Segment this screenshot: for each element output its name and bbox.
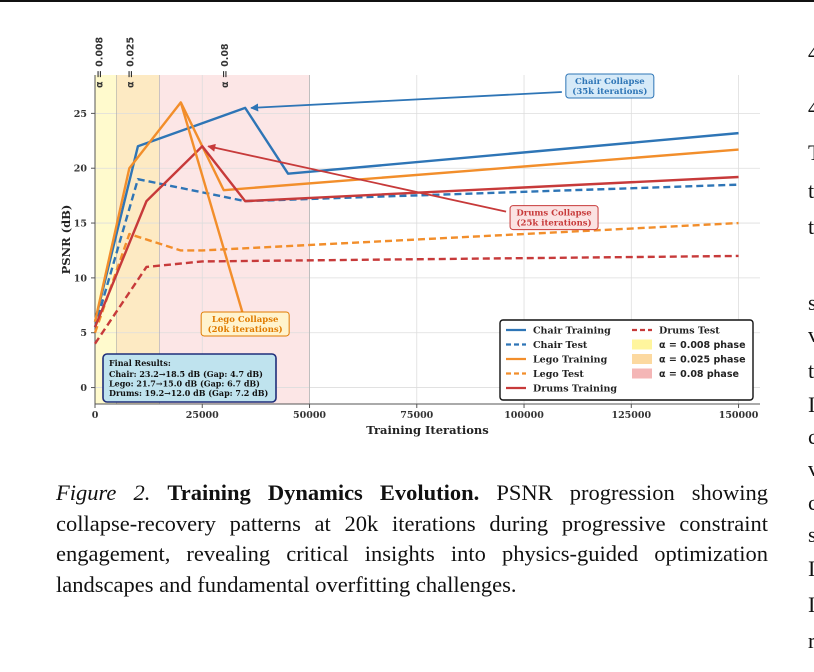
right-column-glyph: v — [808, 456, 814, 481]
caption-text: PSNR progression showing collapse-recove… — [56, 480, 769, 597]
annotation-text: Drums Collapse — [516, 209, 592, 219]
annotation-text: (20k iterations) — [208, 324, 283, 335]
right-column-glyph: c — [808, 490, 814, 515]
y-tick-label: 15 — [74, 219, 87, 230]
caption-title: Training Dynamics Evolution. — [167, 480, 480, 505]
legend-swatch — [632, 368, 652, 379]
right-column-glyph: t — [808, 214, 814, 239]
annotation-arrow — [207, 143, 507, 213]
series-chair-training — [93, 106, 739, 323]
top-rule — [0, 0, 814, 2]
results-title: Final Results: — [109, 358, 171, 368]
right-column-glyph: I — [808, 556, 814, 581]
series-lego-test — [93, 221, 739, 334]
annotation-text: (35k iterations) — [572, 86, 647, 97]
right-column-glyph: r — [808, 628, 814, 653]
legend-label: Drums Training — [533, 384, 617, 395]
phase-band — [116, 75, 160, 404]
lego-collapse-drop-line — [179, 102, 247, 323]
annotation-text: Lego Collapse — [212, 315, 279, 325]
x-tick-label: 100000 — [504, 410, 544, 421]
series-drums-test — [94, 254, 739, 345]
right-column-glyph: I — [808, 392, 814, 417]
right-column-glyph: 4 — [808, 40, 814, 65]
x-tick-label: 150000 — [719, 410, 759, 421]
right-column-glyph: t — [808, 178, 814, 203]
series-drums-training — [93, 145, 739, 328]
y-axis-label: PSNR (dB) — [59, 205, 73, 275]
legend-label: α = 0.08 phase — [659, 369, 739, 380]
x-tick-label: 75000 — [400, 410, 433, 421]
legend-label: Chair Test — [533, 340, 588, 351]
annotation-text: Chair Collapse — [575, 77, 645, 87]
x-tick-label: 125000 — [611, 410, 651, 421]
legend-label: α = 0.008 phase — [659, 340, 746, 351]
right-column-glyph: I — [808, 592, 814, 617]
x-tick-label: 50000 — [293, 410, 326, 421]
results-line: Lego: 21.7→15.0 dB (Gap: 6.7 dB) — [109, 379, 260, 389]
legend-label: α = 0.025 phase — [659, 355, 746, 366]
results-line: Chair: 23.2→18.5 dB (Gap: 4.7 dB) — [109, 369, 263, 379]
legend-label: Drums Test — [659, 326, 720, 337]
right-column-glyph: s — [808, 522, 814, 547]
psnr-line-chart: α = 0.008 α = 0.025 α = 0.08 0 25000 50000 750… — [59, 36, 760, 437]
y-tick-label: 25 — [74, 109, 87, 120]
legend-label: Chair Training — [533, 326, 611, 337]
y-tick-label: 20 — [74, 164, 88, 175]
right-column-glyph: t — [808, 358, 814, 383]
right-column-cutoff-text: 44TttsvtIcvcsIIr — [806, 0, 814, 672]
annotation-box — [200, 311, 290, 337]
phase-label: α = 0.08 — [220, 43, 231, 88]
results-line: Drums: 19.2→12.0 dB (Gap: 7.2 dB) — [109, 388, 268, 398]
right-column-glyph: v — [808, 322, 814, 347]
phase-label: α = 0.025 — [126, 37, 137, 88]
right-column-glyph: T — [808, 140, 814, 166]
annotation-text: (25k iterations) — [517, 218, 592, 229]
annotation-arrow — [250, 91, 562, 112]
legend-swatch — [632, 354, 652, 364]
legend-box — [499, 319, 754, 401]
x-tick-label: 0 — [92, 410, 99, 421]
y-tick-label: 0 — [80, 383, 87, 394]
x-tick-label: 25000 — [186, 410, 219, 421]
legend-label: Lego Test — [533, 369, 584, 380]
legend-label: Lego Training — [533, 355, 608, 366]
caption-label: Figure 2. — [56, 480, 151, 505]
annotation-box — [565, 73, 655, 99]
y-tick-label: 5 — [80, 328, 87, 339]
right-column-glyph: s — [808, 290, 814, 315]
x-axis-label: Training Iterations — [366, 423, 488, 437]
legend-swatch — [632, 339, 652, 350]
y-tick-label: 10 — [74, 273, 88, 284]
phase-label: α = 0.008 — [95, 36, 106, 88]
right-column-glyph: 4 — [808, 95, 814, 120]
series-chair-test — [93, 177, 739, 328]
results-box — [102, 353, 277, 403]
right-column-glyph: c — [808, 424, 814, 449]
annotation-box — [509, 205, 599, 231]
figure-caption: Figure 2. Training Dynamics Evolution. P… — [56, 478, 768, 600]
